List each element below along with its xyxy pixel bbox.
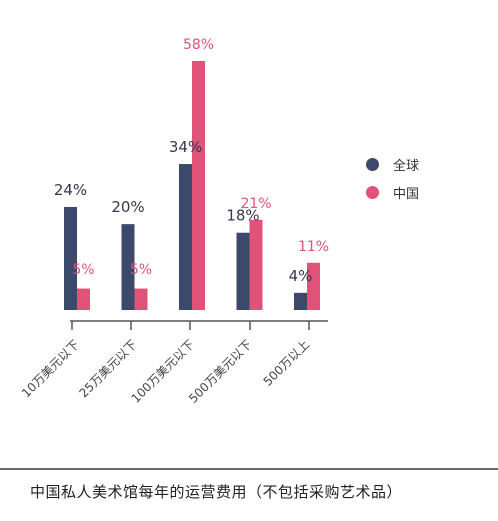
value-label-china-4: 11% [298, 239, 329, 255]
value-label-global-4: 4% [289, 267, 313, 285]
bar-global-3 [236, 232, 250, 310]
bar-global-0 [64, 206, 77, 310]
legend-swatch-global [366, 157, 379, 171]
bar-china-2 [192, 61, 205, 310]
bar-chart: 24% 5% 20% 5% 34% 58% 18%21% 4% 11% 10万美元以下25万美元… [19, 37, 329, 406]
bar-china-4 [307, 262, 320, 310]
value-label-china-2: 58% [183, 37, 214, 53]
value-label-china-0: 5% [72, 262, 94, 278]
category-label-1: 25万美元以下 [76, 337, 139, 400]
bar-global-1 [121, 224, 135, 310]
value-label-china-1: 5% [130, 262, 152, 278]
bar-china-1 [134, 288, 148, 310]
value-label-global-2: 34% [169, 138, 202, 156]
legend-label-china: 中国 [393, 186, 420, 202]
legend-item-china: 中国 [366, 178, 419, 206]
bar-global-2 [179, 164, 192, 310]
legend-item-global: 全球 [366, 150, 419, 178]
legend-swatch-china [366, 185, 379, 199]
category-label-0: 10万美元以下 [19, 337, 82, 400]
legend: 全球 中国 [366, 150, 419, 206]
chart-caption: 中国私人美术馆每年的运营费用（不包括采购艺术品） [30, 483, 403, 501]
legend-label-global: 全球 [393, 158, 420, 174]
bar-china-3 [249, 219, 263, 310]
value-label-global-1: 20% [111, 198, 144, 216]
caption-divider [0, 468, 498, 470]
value-label-global-3: 18% [226, 207, 259, 225]
value-label-china-3: 21% [240, 196, 271, 212]
category-label-4: 500万以上 [261, 337, 313, 389]
value-labels-layer: 24% 5% 20% 5% 34% 58% 18%21% 4% 11% [54, 37, 329, 285]
x-ticks-layer [71, 321, 310, 330]
value-label-global-0: 24% [54, 181, 87, 199]
bars-layer [64, 61, 320, 310]
bar-china-0 [77, 288, 90, 310]
bar-global-4 [294, 292, 307, 310]
